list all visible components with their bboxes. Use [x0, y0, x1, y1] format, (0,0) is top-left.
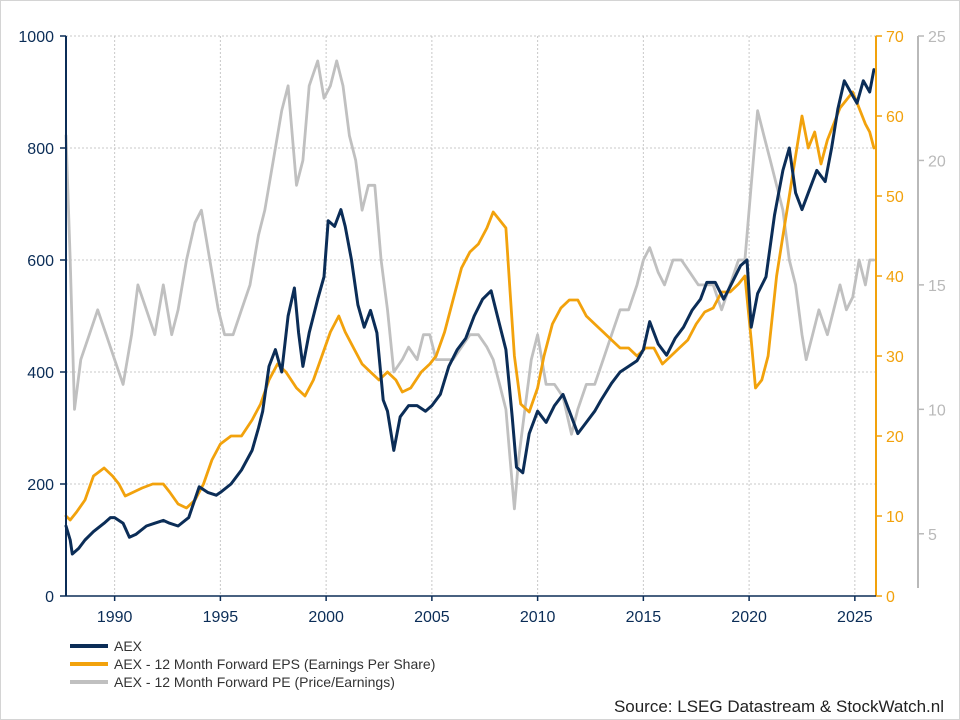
pe-tick-label-10: 10: [928, 402, 946, 419]
left-tick-label-400: 400: [27, 365, 54, 382]
x-tick-label-2005: 2005: [414, 609, 450, 626]
legend: AEX AEX - 12 Month Forward EPS (Earnings…: [70, 638, 435, 690]
x-tick-label-2010: 2010: [520, 609, 556, 626]
eps-tick-label-20: 20: [886, 429, 904, 446]
left-tick-label-200: 200: [27, 477, 54, 494]
eps-tick-label-50: 50: [886, 189, 904, 206]
x-tick-label-2000: 2000: [308, 609, 344, 626]
tick-labels: 0200400600800100001020304050607051015202…: [18, 29, 945, 626]
pe-tick-label-25: 25: [928, 29, 946, 46]
pe-tick-label-20: 20: [928, 153, 946, 170]
eps-tick-label-10: 10: [886, 509, 904, 526]
series-line-pe: [64, 59, 876, 511]
gridlines: [66, 35, 876, 596]
eps-tick-label-60: 60: [886, 109, 904, 126]
x-tick-label-2020: 2020: [731, 609, 767, 626]
series-layer: [64, 59, 876, 556]
series-line-eps: [64, 90, 876, 522]
left-tick-label-800: 800: [27, 141, 54, 158]
eps-tick-label-30: 30: [886, 349, 904, 366]
source-credit: Source: LSEG Datastream & StockWatch.nl: [614, 697, 944, 716]
axes: [65, 36, 919, 597]
pe-tick-label-5: 5: [928, 527, 937, 544]
series-line-aex: [64, 68, 876, 556]
eps-tick-label-40: 40: [886, 269, 904, 286]
left-tick-label-600: 600: [27, 253, 54, 270]
pe-tick-label-15: 15: [928, 278, 946, 295]
left-tick-label-0: 0: [45, 589, 54, 606]
eps-tick-label-70: 70: [886, 29, 904, 46]
x-tick-label-1990: 1990: [97, 609, 133, 626]
x-tick-label-2015: 2015: [626, 609, 662, 626]
legend-label-pe: AEX - 12 Month Forward PE (Price/Earning…: [114, 674, 395, 690]
legend-label-eps: AEX - 12 Month Forward EPS (Earnings Per…: [114, 656, 435, 672]
x-tick-label-1995: 1995: [203, 609, 239, 626]
left-tick-label-1000: 1000: [18, 29, 54, 46]
eps-tick-label-0: 0: [886, 589, 895, 606]
x-tick-label-2025: 2025: [837, 609, 873, 626]
legend-label-aex: AEX: [114, 638, 143, 654]
